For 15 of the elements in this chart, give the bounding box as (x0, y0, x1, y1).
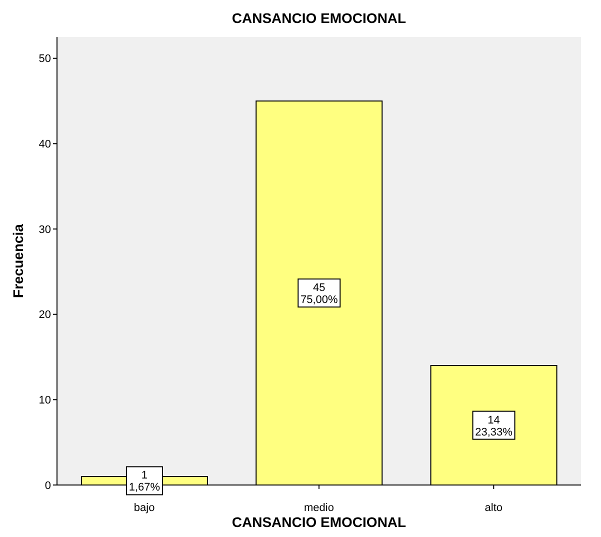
y-tick-label: 50 (38, 53, 51, 66)
y-axis-title: Frecuencia (10, 224, 26, 298)
x-axis-title: CANSANCIO EMOCIONAL (232, 514, 407, 530)
x-tick-label: bajo (134, 502, 155, 514)
y-tick-label: 30 (38, 224, 51, 236)
data-label: 1 1,67% (128, 470, 160, 494)
data-label: 45 75,00% (300, 282, 338, 306)
x-tick-label: alto (484, 502, 503, 514)
y-tick-label: 40 (38, 138, 51, 151)
x-tick-label: medio (304, 502, 334, 514)
y-tick-label: 20 (38, 309, 51, 322)
y-tick-label: 10 (38, 394, 51, 407)
y-tick-label: 0 (44, 480, 51, 492)
data-label: 14 23,33% (475, 414, 513, 438)
chart-title: CANSANCIO EMOCIONAL (230, 10, 408, 26)
